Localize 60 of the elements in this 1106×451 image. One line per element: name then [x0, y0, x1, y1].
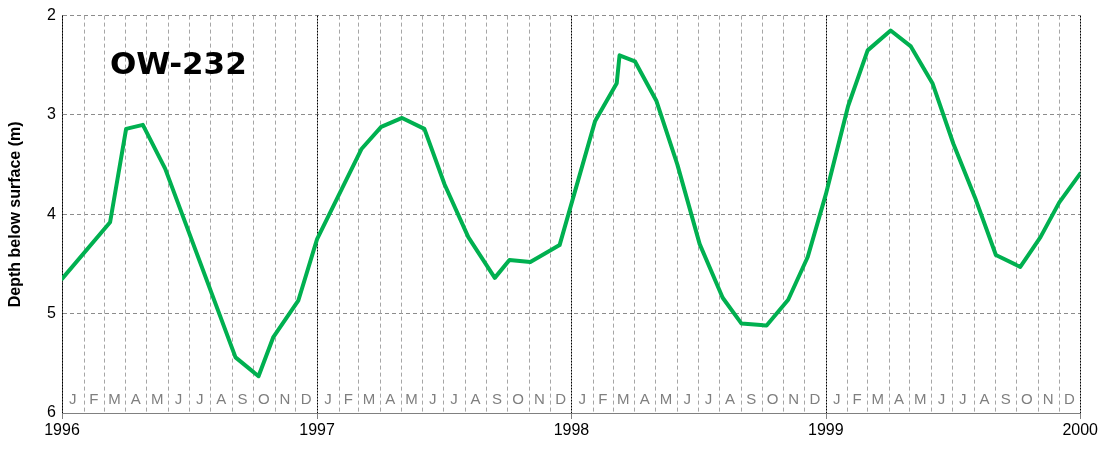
annotation: N — [788, 390, 800, 408]
annotation: J — [69, 390, 77, 408]
annotation: S — [237, 390, 248, 408]
x-tick-label: 1997 — [299, 421, 335, 439]
annotation: O — [512, 390, 524, 408]
annotation: D — [1063, 390, 1075, 408]
annotation: S — [1000, 390, 1011, 408]
annotation: M — [362, 390, 376, 408]
x-tick-label: 1998 — [553, 421, 590, 439]
annotation: F — [598, 390, 608, 408]
annotation: A — [130, 390, 141, 408]
annotation: J — [832, 390, 841, 408]
annotation: M — [617, 390, 630, 408]
annotation: M — [405, 390, 418, 408]
annotation: J — [959, 390, 967, 408]
x-tick-label: 2000 — [1062, 421, 1099, 439]
x-tick-label: 1999 — [808, 421, 844, 439]
annotation: N — [1042, 390, 1054, 408]
text: OW-232 — [110, 44, 247, 81]
x-tick-label: 1996 — [44, 421, 80, 439]
annotation: J — [937, 390, 946, 408]
annotation: M — [914, 390, 927, 408]
annotation: M — [150, 390, 164, 408]
y-tick-label: 3 — [47, 105, 57, 123]
annotation: A — [894, 390, 905, 408]
annotation: F — [343, 390, 354, 408]
y-tick-label: 2 — [47, 6, 57, 24]
annotation: S — [746, 390, 757, 408]
annotation: A — [385, 390, 396, 408]
annotation: J — [683, 390, 691, 408]
y-axis-title: Depth below surface (m) — [6, 121, 24, 308]
annotation: J — [578, 390, 586, 408]
annotation: A — [216, 390, 227, 408]
y-tick-label: 5 — [47, 304, 57, 322]
annotation: F — [89, 390, 99, 408]
annotation: S — [491, 390, 502, 408]
annotation: A — [470, 390, 481, 408]
annotation: J — [174, 390, 183, 408]
annotation: D — [555, 390, 567, 408]
annotation: A — [724, 390, 736, 408]
annotation: N — [279, 390, 291, 408]
annotation: M — [871, 390, 884, 408]
annotation: J — [195, 390, 204, 408]
annotation: F — [852, 390, 862, 408]
annotation: M — [659, 390, 673, 408]
y-tick-label: 4 — [47, 204, 57, 222]
annotation: A — [639, 390, 650, 408]
annotation: O — [257, 390, 270, 408]
annotation: J — [450, 390, 458, 408]
annotation: A — [979, 390, 990, 408]
annotation: O — [766, 390, 779, 408]
annotation: O — [1021, 390, 1033, 408]
annotation: D — [809, 390, 821, 408]
annotation: D — [300, 390, 312, 408]
annotation: J — [704, 390, 713, 408]
annotation: M — [108, 390, 121, 408]
annotation: J — [324, 390, 332, 408]
y-tick-label: 6 — [47, 403, 57, 421]
annotation: J — [429, 390, 437, 408]
annotation: N — [533, 390, 545, 408]
